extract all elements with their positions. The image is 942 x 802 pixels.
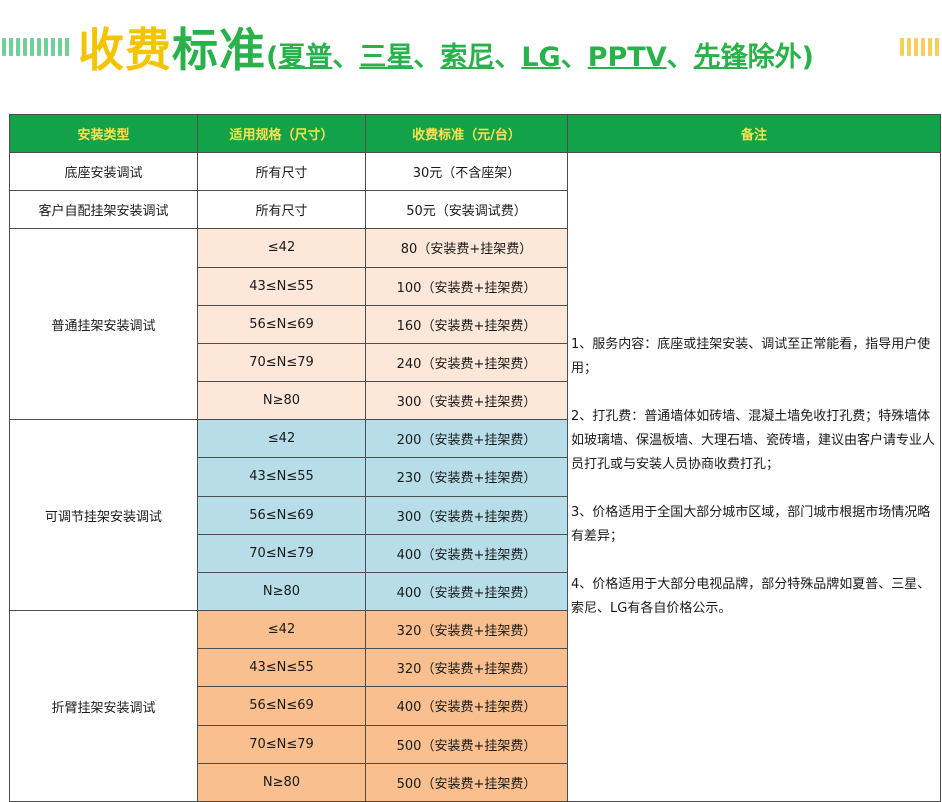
note-2: 2、打孔费：普通墙体如砖墙、混凝土墙免收打孔费；特殊墙体如玻璃墙、保温板墙、大理… — [571, 409, 936, 472]
price-cell: 400（安装费+挂架费） — [365, 571, 568, 612]
price-cell: 230（安装费+挂架费） — [365, 457, 568, 497]
install-type-cell: 折臂挂架安装调试 — [9, 610, 198, 802]
table-row: 56≤N≤69 160（安装费+挂架费） — [10, 304, 941, 344]
table-row: 70≤N≤79 500（安装费+挂架费） — [10, 724, 941, 764]
note-4: 4、价格适用于大部分电视品牌，部分特殊品牌如夏普、三星、索尼、LG有各自价格公示… — [571, 577, 931, 616]
price-cell: 240（安装费+挂架费） — [365, 342, 568, 383]
spec-cell: N≥80 — [197, 381, 366, 421]
price-cell: 160（安装费+挂架费） — [365, 304, 568, 344]
brand-lg: LG — [521, 42, 561, 73]
table-row: N≥80 400（安装费+挂架费） — [10, 571, 941, 612]
table-row: 客户自配挂架安装调试 所有尺寸 50元（安装调试费） — [9, 190, 941, 230]
table-row: 折臂挂架安装调试 ≤42 320（安装费+挂架费） — [9, 610, 941, 802]
fee-table: 安装类型 适用规格（尺寸） 收费标准（元/台） 备注 底座安装调试 所有尺寸 3… — [9, 114, 941, 802]
title-exclusions: (夏普、三星、索尼、LG、PPTV、先锋除外) — [266, 42, 814, 73]
brand-sharp: 夏普 — [278, 42, 333, 73]
table-row: 43≤N≤55 100（安装费+挂架费） — [10, 266, 941, 306]
price-cell: 300（安装费+挂架费） — [365, 381, 568, 421]
note-1: 1、服务内容：底座或挂架安装、调试至正常能看，指导用户使用； — [571, 337, 931, 376]
table-row: 43≤N≤55 230（安装费+挂架费） — [10, 457, 941, 497]
spec-cell: 56≤N≤69 — [197, 686, 366, 726]
spec-cell: ≤42 — [197, 419, 366, 459]
decorative-stripes-left — [2, 38, 72, 56]
price-cell: 50元（安装调试费） — [365, 190, 568, 230]
install-type-cell: 客户自配挂架安装调试 — [9, 190, 198, 230]
notes-cell: 1、服务内容：底座或挂架安装、调试至正常能看，指导用户使用； 2、打孔费：普通墙… — [567, 152, 941, 802]
price-cell: 100（安装费+挂架费） — [365, 266, 568, 306]
brand-sony: 索尼 — [440, 42, 495, 73]
spec-cell: 70≤N≤79 — [197, 342, 366, 383]
spec-cell: ≤42 — [197, 228, 366, 268]
brand-pioneer: 先锋 — [693, 42, 748, 73]
brand-samsung: 三星 — [359, 42, 414, 73]
spec-cell: 43≤N≤55 — [197, 648, 366, 688]
title-part-fee: 收费 — [78, 23, 172, 77]
header-notes: 备注 — [567, 114, 941, 153]
table-row: 可调节挂架安装调试 ≤42 200（安装费+挂架费） — [9, 419, 941, 612]
spec-cell: 所有尺寸 — [197, 151, 366, 192]
table-row: N≥80 300（安装费+挂架费） — [10, 381, 941, 421]
header-spec: 适用规格（尺寸） — [197, 114, 366, 153]
note-3: 3、价格适用于全国大部分城市区域，部门城市根据市场情况略有差异； — [571, 505, 931, 544]
price-cell: 320（安装费+挂架费） — [365, 648, 568, 688]
spec-cell: 70≤N≤79 — [197, 533, 366, 573]
price-cell: 300（安装费+挂架费） — [365, 495, 568, 535]
price-cell: 400（安装费+挂架费） — [365, 686, 568, 726]
spec-cell: N≥80 — [197, 571, 366, 612]
table-row: 43≤N≤55 320（安装费+挂架费） — [10, 648, 941, 688]
spec-cell: 70≤N≤79 — [197, 724, 366, 764]
price-cell: 500（安装费+挂架费） — [365, 724, 568, 764]
header-price: 收费标准（元/台） — [365, 114, 568, 153]
price-cell: 320（安装费+挂架费） — [365, 610, 568, 650]
price-cell: 80（安装费+挂架费） — [365, 228, 568, 268]
table-row: 56≤N≤69 400（安装费+挂架费） — [10, 686, 941, 726]
install-type-cell: 普通挂架安装调试 — [9, 228, 198, 421]
table-row: 70≤N≤79 400（安装费+挂架费） — [10, 533, 941, 573]
price-cell: 500（安装费+挂架费） — [365, 762, 568, 802]
spec-cell: 所有尺寸 — [197, 190, 366, 230]
page-title: 收费标准(夏普、三星、索尼、LG、PPTV、先锋除外) — [78, 14, 814, 80]
decorative-stripes-right — [900, 38, 942, 56]
price-cell: 200（安装费+挂架费） — [365, 419, 568, 459]
price-cell: 400（安装费+挂架费） — [365, 533, 568, 573]
spec-cell: N≥80 — [197, 762, 366, 802]
install-type-cell: 可调节挂架安装调试 — [9, 419, 198, 612]
install-type-cell: 底座安装调试 — [9, 151, 198, 192]
table-row: N≥80 500（安装费+挂架费） — [10, 762, 941, 802]
spec-cell: 56≤N≤69 — [197, 495, 366, 535]
table-header-row: 安装类型 适用规格（尺寸） 收费标准（元/台） 备注 — [9, 114, 941, 153]
title-part-standard: 标准 — [172, 23, 266, 77]
page-header: 收费标准(夏普、三星、索尼、LG、PPTV、先锋除外) — [0, 0, 942, 100]
spec-cell: ≤42 — [197, 610, 366, 650]
spec-cell: 43≤N≤55 — [197, 266, 366, 306]
price-cell: 30元（不含座架） — [365, 151, 568, 192]
table-row: 70≤N≤79 240（安装费+挂架费） — [10, 342, 941, 383]
table-row: 底座安装调试 所有尺寸 30元（不含座架） 1、服务内容：底座或挂架安装、调试至… — [9, 151, 941, 802]
spec-cell: 43≤N≤55 — [197, 457, 366, 497]
brand-pptv: PPTV — [587, 42, 667, 73]
spec-cell: 56≤N≤69 — [197, 304, 366, 344]
table-row: 普通挂架安装调试 ≤42 80（安装费+挂架费） — [9, 228, 941, 421]
header-install-type: 安装类型 — [9, 114, 198, 153]
table-row: 56≤N≤69 300（安装费+挂架费） — [10, 495, 941, 535]
